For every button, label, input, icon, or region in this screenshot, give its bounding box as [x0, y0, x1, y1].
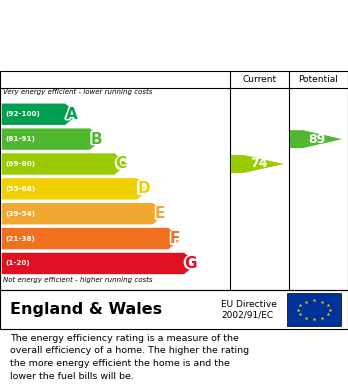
Text: F: F [170, 231, 180, 246]
Text: (1-20): (1-20) [5, 260, 30, 266]
Text: D: D [137, 181, 150, 196]
Text: G: G [184, 256, 197, 271]
Text: The energy efficiency rating is a measure of the
overall efficiency of a home. T: The energy efficiency rating is a measur… [10, 334, 250, 381]
Text: C: C [116, 156, 127, 172]
Text: (39-54): (39-54) [5, 211, 35, 217]
Text: E: E [154, 206, 165, 221]
Text: 74: 74 [250, 158, 267, 170]
Text: Very energy efficient - lower running costs: Very energy efficient - lower running co… [3, 89, 152, 95]
Text: B: B [91, 132, 102, 147]
Text: (55-68): (55-68) [5, 186, 35, 192]
Polygon shape [290, 130, 342, 148]
Polygon shape [2, 228, 181, 249]
Text: (21-38): (21-38) [5, 236, 35, 242]
Polygon shape [2, 128, 103, 150]
Text: Potential: Potential [299, 75, 338, 84]
Text: EU Directive
2002/91/EC: EU Directive 2002/91/EC [221, 300, 277, 319]
Polygon shape [2, 104, 78, 125]
Text: England & Wales: England & Wales [10, 302, 163, 317]
Text: 89: 89 [308, 133, 326, 145]
Text: Energy Efficiency Rating: Energy Efficiency Rating [69, 48, 279, 63]
Text: F: F [170, 231, 180, 246]
Text: B: B [91, 132, 102, 147]
Text: (81-91): (81-91) [5, 136, 35, 142]
Polygon shape [2, 253, 197, 274]
Text: Current: Current [242, 75, 276, 84]
Text: G: G [184, 256, 197, 271]
Text: (69-80): (69-80) [5, 161, 35, 167]
Text: E: E [154, 206, 165, 221]
Polygon shape [2, 203, 166, 224]
Text: D: D [137, 181, 150, 196]
Polygon shape [2, 153, 127, 175]
Bar [287, 293, 341, 326]
Text: A: A [66, 107, 78, 122]
Text: A: A [66, 107, 78, 122]
Text: (92-100): (92-100) [5, 111, 40, 117]
Polygon shape [231, 155, 284, 173]
Text: Not energy efficient - higher running costs: Not energy efficient - higher running co… [3, 277, 152, 283]
Polygon shape [2, 178, 150, 199]
Text: C: C [116, 156, 127, 172]
